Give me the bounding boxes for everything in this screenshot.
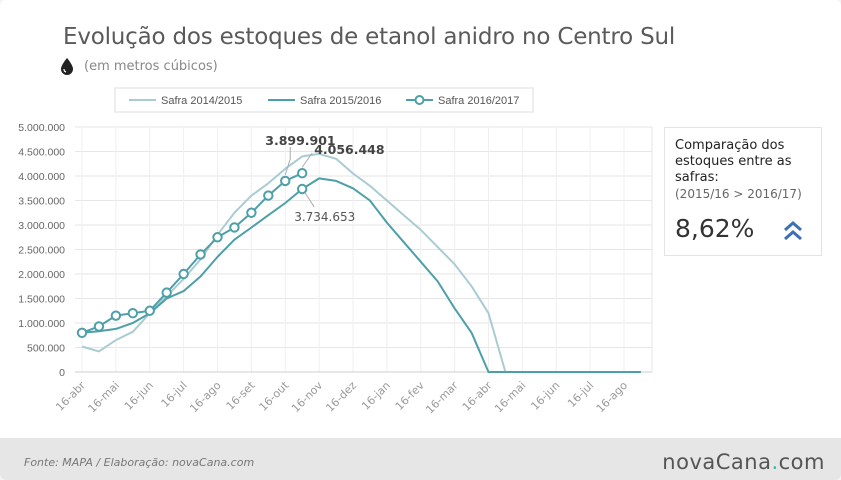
x-tick-label: 16-abr: [53, 379, 88, 414]
data-point: [263, 190, 274, 201]
x-tick-label: 16-out: [257, 378, 292, 413]
annotation-label: 3.734.653: [294, 210, 355, 224]
x-tick-label: 16-set: [224, 378, 258, 412]
comparison-heading: Comparação dos estoques entre as safras:: [675, 138, 792, 185]
y-tick-label: 5.000.000: [18, 122, 65, 134]
data-point: [110, 310, 122, 321]
annotation-label: 3.899.901: [265, 133, 335, 148]
y-tick-label: 500.000: [27, 343, 65, 355]
brand-logo: novaCana.com: [662, 450, 825, 474]
double-chevron-up-icon: [784, 221, 802, 241]
chart-title: Evolução dos estoques de etanol anidro n…: [63, 24, 676, 50]
comparison-value: 8,62%: [675, 214, 755, 243]
y-tick-label: 1.000.000: [18, 318, 65, 330]
y-tick-label: 3.500.000: [18, 196, 65, 208]
y-tick-label: 1.500.000: [18, 294, 65, 306]
y-tick-label: 4.000.000: [18, 171, 65, 183]
brand-dot: .: [771, 450, 779, 474]
x-tick-label: 16-nov: [289, 379, 326, 416]
series-line: [81, 177, 641, 373]
legend-label: Safra 2015/2016: [300, 95, 381, 107]
legend-label: Safra 2016/2017: [438, 95, 519, 107]
x-tick-label: 16-abr: [460, 379, 495, 414]
x-tick-label: 16-dez: [323, 379, 359, 415]
x-tick-label: 16-mai: [492, 379, 528, 415]
x-tick-label: 16-mar: [423, 379, 461, 417]
comparison-note: (2015/16 > 2016/17): [675, 187, 802, 201]
y-tick-label: 3.000.000: [18, 220, 65, 232]
series-line: [81, 152, 641, 373]
x-tick-label: 16-jan: [359, 379, 393, 413]
line-chart: 0 500.000 1.000.000 1.500.000 2.000.000 2.500…: [18, 87, 653, 417]
data-point: [178, 268, 189, 280]
data-point: [296, 168, 308, 179]
data-point: [280, 175, 291, 187]
y-tick-label: 4.500.000: [18, 147, 65, 159]
annotation-label: 4.056.448: [314, 142, 384, 157]
y-tick-label: 0: [59, 367, 65, 379]
x-tick-label: 16-ago: [187, 379, 224, 416]
x-tick-label: 16-jun: [122, 379, 156, 413]
data-point: [144, 305, 155, 316]
annotation-leader: [284, 147, 291, 176]
brand-main: novaCana: [662, 450, 772, 474]
x-tick-label: 16-jun: [528, 379, 562, 413]
data-point: [195, 249, 206, 260]
data-point: [212, 232, 223, 243]
annotated-point: [296, 183, 308, 195]
legend-box: [114, 87, 534, 113]
drop-icon: [61, 58, 73, 75]
data-point: [229, 222, 240, 233]
y-tick-label: 2.500.000: [18, 245, 65, 257]
x-tick-label: 16-ago: [594, 379, 631, 416]
legend-label: Safra 2014/2015: [161, 95, 242, 107]
chart-subtitle: (em metros cúbicos): [84, 58, 218, 74]
x-tick-label: 16-mai: [86, 379, 122, 415]
comparison-panel: Comparação dos estoques entre as safras:…: [664, 127, 822, 256]
x-tick-label: 16-jul: [159, 379, 190, 410]
data-point: [246, 207, 257, 218]
brand-suffix: com: [778, 450, 825, 474]
data-point: [161, 287, 172, 298]
legend-marker: [414, 95, 425, 105]
x-tick-label: 16-jul: [565, 379, 596, 410]
footer-bar: [0, 438, 841, 480]
data-point: [93, 321, 105, 332]
y-tick-label: 2.000.000: [18, 269, 65, 281]
subtitle-row: (em metros cúbicos): [60, 56, 218, 76]
annotation-leader: [301, 152, 313, 168]
data-point: [127, 308, 139, 319]
annotation-leader: [304, 192, 315, 208]
x-tick-label: 16-fev: [393, 379, 427, 413]
source-note: Fonte: MAPA / Elaboração: novaCana.com: [24, 456, 255, 469]
data-point: [76, 327, 88, 338]
